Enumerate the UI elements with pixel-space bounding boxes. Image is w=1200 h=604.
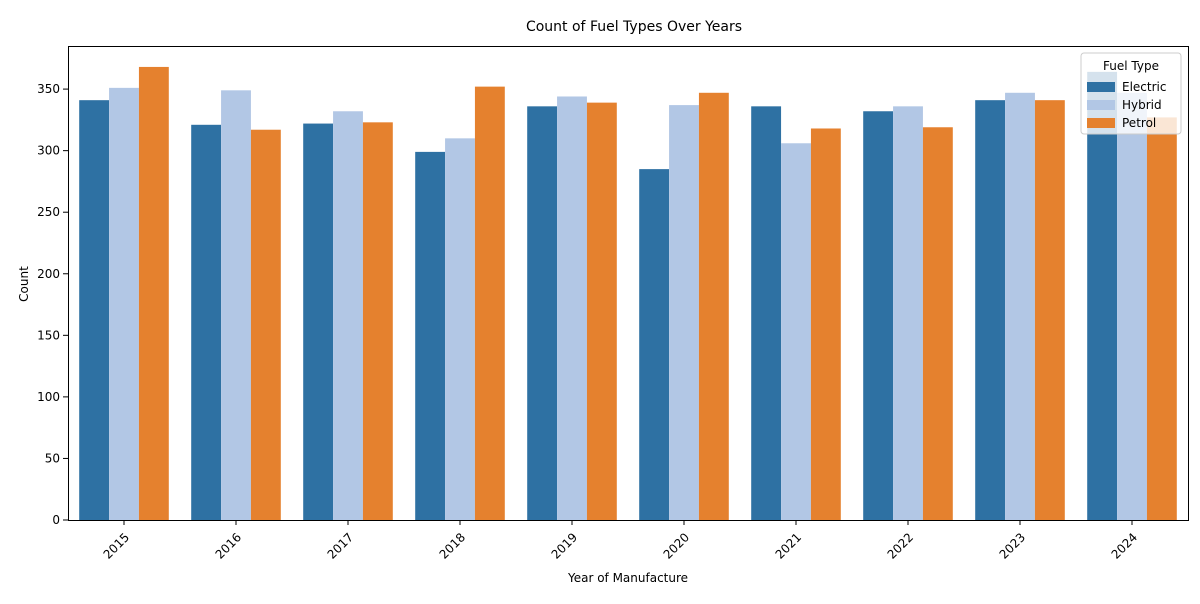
x-tick-label: 2020: [661, 530, 692, 561]
plot-frame: [68, 46, 1189, 521]
x-tick-label: 2021: [773, 530, 804, 561]
x-tick-label: 2019: [549, 530, 580, 561]
bar-petrol-2021: [810, 128, 841, 520]
y-axis-label: Count: [17, 266, 31, 302]
x-tick-label: 2023: [997, 530, 1028, 561]
x-tick-label: 2022: [885, 530, 916, 561]
x-tick-label: 2015: [101, 530, 132, 561]
y-tick-label: 350: [37, 82, 60, 96]
bar-electric-2020: [639, 169, 670, 520]
chart-title: Count of Fuel Types Over Years: [526, 19, 742, 35]
bar-hybrid-2016: [221, 90, 251, 520]
bar-electric-2016: [191, 124, 222, 521]
bar-petrol-2022: [922, 127, 953, 520]
bar-hybrid-2019: [557, 96, 587, 521]
bar-electric-2023: [975, 100, 1006, 521]
bar-petrol-2017: [362, 122, 393, 521]
bar-petrol-2024: [1146, 117, 1177, 521]
y-tick-label: 0: [52, 513, 60, 527]
bar-hybrid-2015: [109, 87, 139, 520]
bar-hybrid-2022: [893, 106, 923, 520]
x-tick-label: 2024: [1109, 530, 1140, 561]
bars-layer: [79, 66, 1177, 521]
x-axis-label: Year of Manufacture: [567, 571, 688, 585]
bar-electric-2017: [303, 123, 334, 521]
legend-label-petrol: Petrol: [1122, 116, 1156, 130]
bar-electric-2022: [863, 111, 894, 520]
bar-hybrid-2018: [445, 138, 475, 521]
x-tick-label: 2017: [325, 530, 356, 561]
bar-petrol-2018: [474, 86, 505, 520]
legend-label-electric: Electric: [1122, 80, 1166, 94]
bar-petrol-2019: [586, 102, 617, 521]
y-tick-label: 250: [37, 205, 60, 219]
bar-petrol-2023: [1034, 100, 1065, 521]
y-tick-label: 50: [45, 451, 60, 465]
bar-electric-2024: [1087, 71, 1118, 520]
legend-items: Electric Hybrid Petrol: [1087, 80, 1166, 130]
bar-petrol-2016: [250, 129, 281, 520]
x-tick-label: 2016: [213, 530, 244, 561]
y-axis: 0 50 100 150 200 250 300 350: [37, 82, 68, 527]
legend-swatch-electric: [1087, 82, 1115, 92]
bar-hybrid-2017: [333, 111, 363, 520]
legend-swatch-hybrid: [1087, 100, 1115, 110]
legend-label-hybrid: Hybrid: [1122, 98, 1162, 112]
bar-electric-2019: [527, 106, 558, 520]
bar-electric-2015: [79, 100, 110, 521]
x-axis: 2015 2016 2017 2018 2019 2020 2021 2022 2023 2024: [101, 520, 1140, 562]
x-tick-label: 2018: [437, 530, 468, 561]
legend-swatch-petrol: [1087, 118, 1115, 128]
y-tick-label: 300: [37, 144, 60, 158]
y-tick-label: 200: [37, 267, 60, 281]
legend: Fuel Type Electric Hybrid Petrol: [1080, 52, 1182, 135]
legend-title: Fuel Type: [1103, 59, 1159, 73]
bar-electric-2021: [751, 106, 782, 520]
y-tick-label: 150: [37, 328, 60, 342]
bar-hybrid-2023: [1005, 92, 1035, 520]
y-tick-label: 100: [37, 390, 60, 404]
bar-hybrid-2020: [669, 105, 699, 521]
bar-electric-2018: [415, 151, 446, 520]
bar-petrol-2020: [698, 92, 729, 520]
legend-box: [1080, 52, 1182, 135]
bar-hybrid-2024: [1117, 92, 1147, 520]
bar-hybrid-2021: [781, 143, 811, 521]
bar-petrol-2015: [138, 66, 169, 520]
